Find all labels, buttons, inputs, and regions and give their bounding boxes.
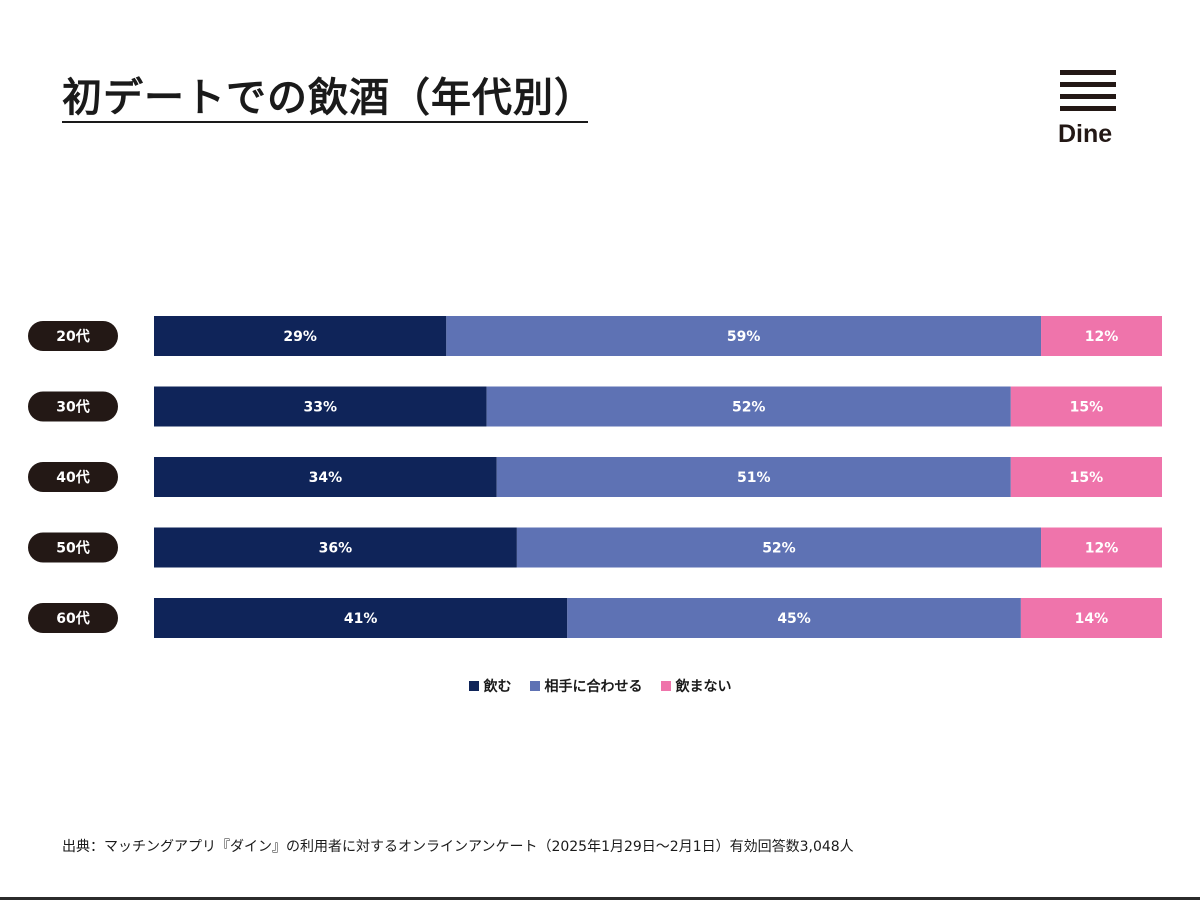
data-label-match: 51% [737,470,771,486]
bar-segment-nodrink [1010,386,1162,427]
logo-text: Dine [1058,120,1113,148]
category-label: 60代 [56,610,89,627]
logo-bar [1060,94,1116,99]
data-label-match: 45% [777,611,811,627]
data-label-match: 59% [727,329,761,345]
data-label-match: 52% [762,541,796,557]
bar-segment-match [567,598,1021,638]
title-underline [62,121,588,123]
legend-label-nodrink: 飲まない [675,679,732,695]
bar-segment-match [496,457,1011,497]
bar-segment-drink [154,386,487,427]
legend-swatch-match [529,681,540,691]
legend-item-nodrink: 飲まない [660,676,732,696]
category-pill [28,462,118,492]
source-note: 出典：マッチングアプリ『ダイン』の利用者に対するオンラインアンケート（2025年… [62,839,854,855]
bar-segment-nodrink [1010,457,1162,497]
bar-segment-nodrink [1020,598,1162,638]
logo-bar [1060,70,1116,75]
category-pill [28,321,118,351]
legend-swatch-nodrink [660,681,671,691]
bar-segment-match [446,316,1042,356]
data-label-nodrink: 12% [1085,541,1119,557]
bar-segment-nodrink [1041,527,1162,568]
legend-label-match: 相手に合わせる [544,679,643,695]
page-title: 初デートでの飲酒（年代別） [62,75,595,121]
data-label-drink: 29% [283,329,317,345]
logo-bar [1060,82,1116,87]
data-label-match: 52% [732,400,766,416]
category-pill [28,391,118,422]
data-label-nodrink: 15% [1070,470,1104,486]
data-label-nodrink: 14% [1075,611,1109,627]
category-label: 50代 [56,540,89,557]
legend-item-match: 相手に合わせる [529,676,643,696]
data-label-drink: 33% [304,400,338,416]
data-label-nodrink: 15% [1070,400,1104,416]
legend-label-drink: 飲む [483,679,512,695]
category-pill [28,603,118,633]
legend-swatch-drink [468,681,479,691]
bar-segment-nodrink [1041,316,1162,356]
bar-segment-drink [154,527,517,568]
bar-segment-match [486,386,1011,427]
data-label-drink: 36% [319,541,353,557]
bar-segment-match [516,527,1042,568]
data-label-nodrink: 12% [1085,329,1119,345]
bar-segment-drink [154,316,447,356]
bar-segment-drink [154,598,568,638]
category-label: 20代 [56,328,89,345]
bar-segment-drink [154,457,497,497]
logo-bar [1060,106,1116,111]
dine-logo: Dine [1058,70,1118,154]
category-label: 30代 [56,399,89,416]
data-label-drink: 34% [309,470,343,486]
category-pill [28,532,118,563]
data-label-drink: 41% [344,611,378,627]
legend-item-drink: 飲む [468,676,512,696]
category-label: 40代 [56,469,89,486]
bottom-rule [0,897,1200,900]
chart-legend: 飲む 相手に合わせる 飲まない [0,676,1200,696]
